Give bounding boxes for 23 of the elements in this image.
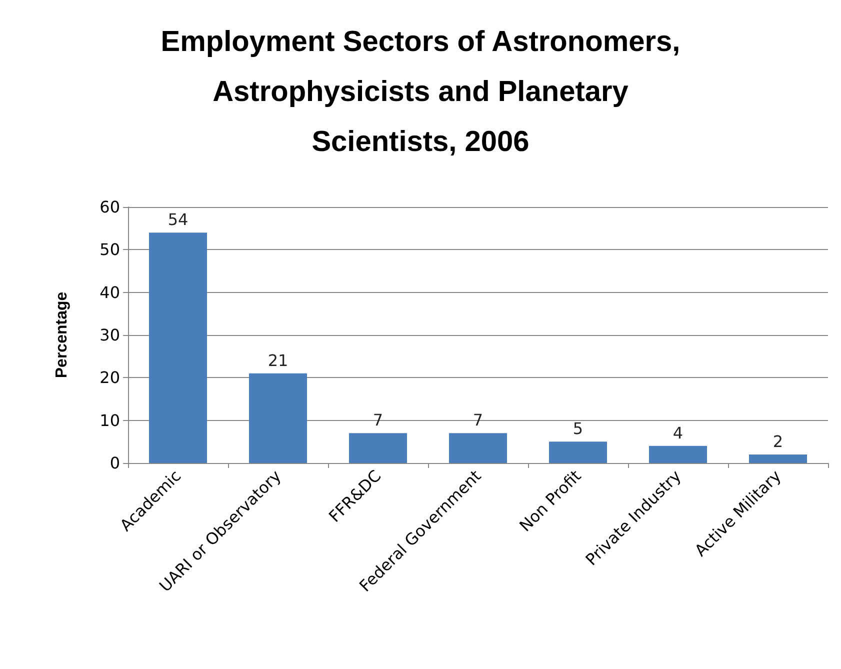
bar — [349, 433, 407, 463]
data-label: 5 — [572, 419, 584, 438]
y-tick-label: 30 — [100, 326, 120, 344]
data-label: 54 — [168, 210, 188, 230]
data-label: 21 — [268, 350, 288, 370]
bar — [249, 373, 307, 463]
data-label: 2 — [772, 432, 784, 451]
bar — [749, 454, 807, 463]
bar — [149, 232, 207, 463]
y-tick-label: 10 — [100, 410, 120, 430]
y-tick-label: 40 — [100, 282, 120, 302]
bar — [649, 446, 707, 463]
chart-title: Employment Sectors of Astronomers, Astrophysicists and Planetary Scientists, 2006 — [160, 26, 680, 158]
data-label: 4 — [672, 423, 684, 442]
y-tick-label: 0 — [110, 454, 120, 472]
y-tick-label: 20 — [100, 368, 120, 388]
y-tick-label: 50 — [100, 240, 120, 260]
bar — [549, 442, 607, 463]
data-label: 7 — [472, 410, 484, 430]
y-tick-label: 60 — [100, 198, 120, 216]
data-label: 7 — [372, 410, 384, 430]
y-axis-title: Percentage — [54, 292, 70, 378]
bar — [449, 433, 507, 463]
